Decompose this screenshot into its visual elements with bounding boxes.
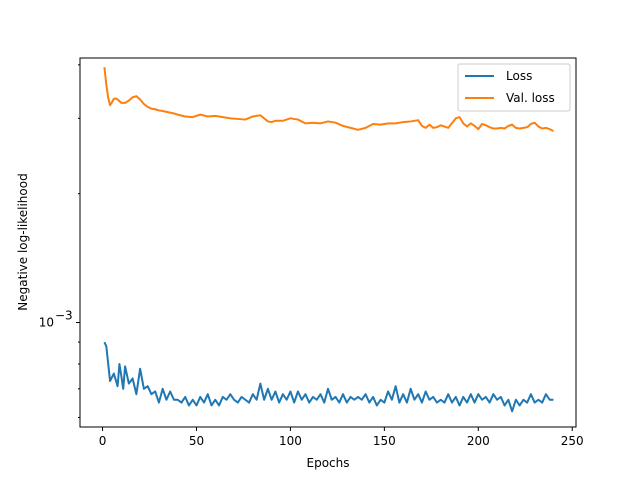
- plot-frame: [79, 57, 577, 428]
- series-line-loss: [103, 341, 554, 413]
- x-tick-label: 250: [561, 434, 584, 448]
- x-tick-label: 200: [467, 434, 490, 448]
- series-layer: [103, 67, 554, 413]
- x-tick-label: 0: [99, 434, 107, 448]
- series-line-val-loss: [103, 67, 554, 133]
- x-axis-label: Epochs: [307, 456, 350, 470]
- legend: Loss Val. loss: [457, 63, 571, 112]
- y-tick-label-exponent: −3: [55, 309, 73, 323]
- y-axis: 10 −3: [39, 64, 80, 418]
- legend-label-val-loss: Val. loss: [506, 91, 555, 105]
- plot-background: [80, 58, 576, 427]
- x-tick-label: 150: [373, 434, 396, 448]
- x-axis: 0 50 100 150 200 250: [99, 427, 584, 448]
- x-tick-label: 100: [279, 434, 302, 448]
- legend-label-loss: Loss: [506, 69, 532, 83]
- y-tick-label: 10: [39, 316, 54, 330]
- y-axis-label: Negative log-likelihood: [16, 173, 30, 310]
- x-tick-label: 50: [189, 434, 204, 448]
